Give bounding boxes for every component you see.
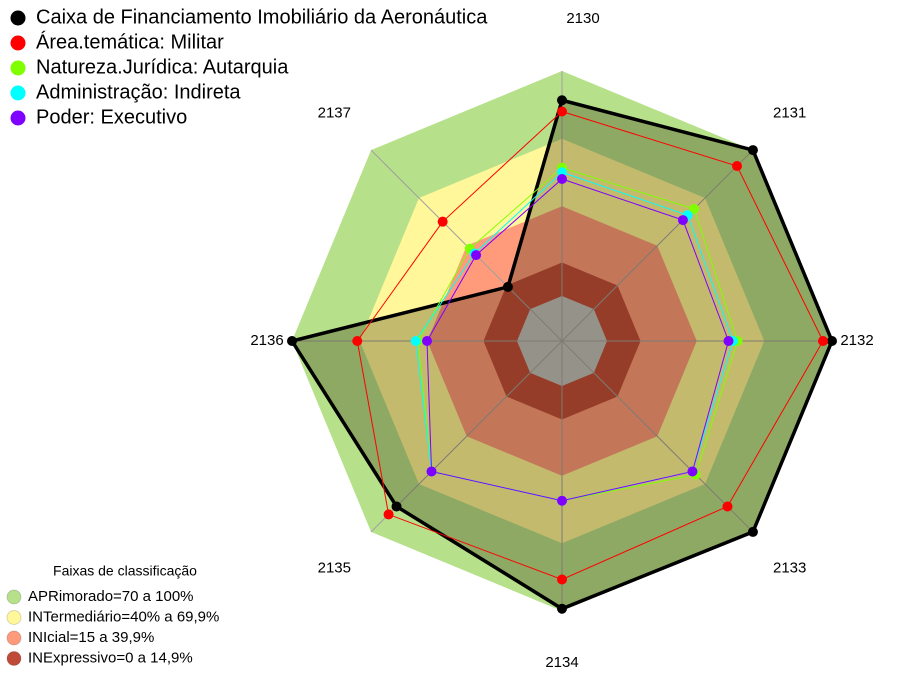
point <box>410 336 421 346</box>
legend-label: Poder: Executivo <box>36 106 187 128</box>
legend-marker <box>10 60 26 76</box>
band-legend-label: INTermediário=40% a 69,9% <box>28 608 219 625</box>
legend-label: Caixa de Financiamento Imobiliário da Ae… <box>36 6 488 28</box>
point <box>732 160 743 171</box>
band-legend-marker <box>6 610 22 625</box>
legend-label: Natureza.Jurídica: Autarquia <box>36 56 289 78</box>
band-legend-label: INExpressivo=0 a 14,9% <box>28 649 193 666</box>
point <box>471 250 482 261</box>
point <box>557 574 567 585</box>
legend-marker <box>10 10 26 26</box>
spoke <box>561 149 754 342</box>
point <box>677 215 688 226</box>
category-label: 2130 <box>566 10 599 27</box>
bands-title: Faixas de classificação <box>53 563 197 579</box>
point <box>747 526 758 537</box>
category-label: 2136 <box>250 332 283 349</box>
legend-marker <box>10 35 26 51</box>
point <box>557 106 567 117</box>
point <box>502 281 513 292</box>
point <box>689 203 700 214</box>
point <box>557 174 567 184</box>
point <box>287 336 297 346</box>
point <box>723 336 734 346</box>
point <box>722 501 733 512</box>
band-legend-label: APRimorado=70 a 100% <box>28 588 194 605</box>
category-label: 2132 <box>840 332 873 349</box>
point <box>557 95 567 106</box>
point <box>437 216 448 227</box>
band-legend-marker <box>6 630 22 646</box>
point <box>747 145 758 156</box>
spoke <box>561 340 754 533</box>
category-label: 2137 <box>318 104 351 121</box>
point <box>422 336 432 346</box>
category-label: 2133 <box>773 560 806 577</box>
category-label: 2135 <box>318 560 351 577</box>
band-legend-label: INIcial=15 a 39,9% <box>28 629 154 646</box>
point <box>352 336 363 346</box>
point <box>383 509 394 520</box>
point <box>818 336 828 346</box>
category-label: 2131 <box>773 104 806 121</box>
point <box>827 336 837 346</box>
point <box>557 495 567 506</box>
legend-marker <box>10 110 26 126</box>
legend-marker <box>10 85 26 101</box>
category-label: 2134 <box>545 654 578 671</box>
band-legend-marker <box>6 589 22 605</box>
point <box>687 466 698 477</box>
band-legend-marker <box>6 651 22 666</box>
legend-label: Área.temática: Militar <box>36 30 224 53</box>
point <box>426 466 437 477</box>
point <box>557 603 567 614</box>
legend-label: Administração: Indireta <box>36 81 241 103</box>
spoke <box>370 340 563 533</box>
point <box>391 501 402 512</box>
